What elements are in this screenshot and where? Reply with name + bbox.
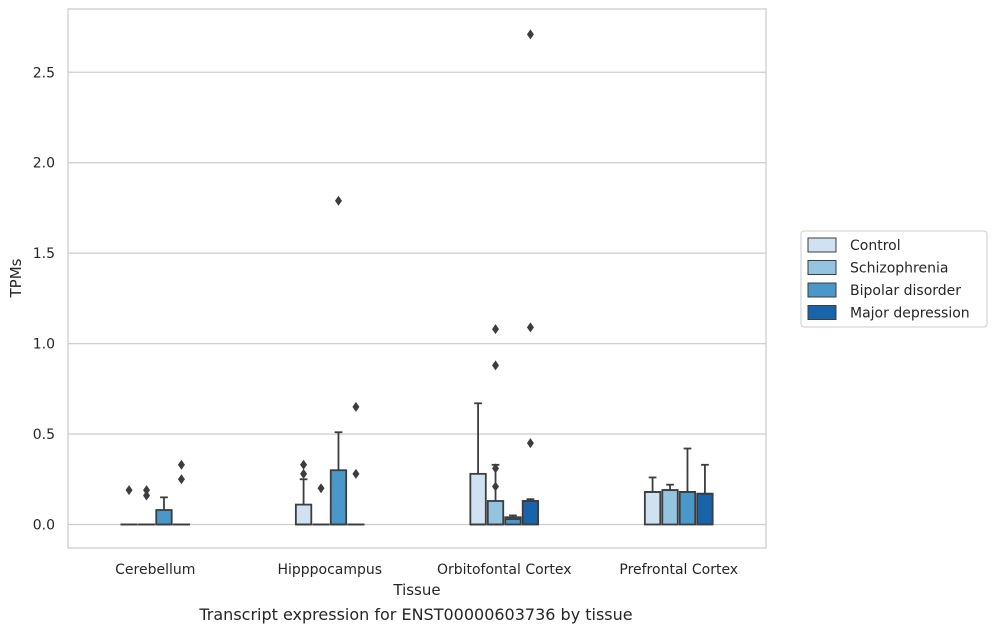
figure-caption: Transcript expression for ENST0000060373…: [199, 605, 633, 624]
legend-label: Bipolar disorder: [850, 283, 961, 299]
box-schizophrenia: [137, 485, 156, 526]
box-body: [521, 500, 540, 526]
outlier-point: [352, 401, 360, 412]
box-bipolar-disorder: [155, 496, 173, 526]
y-tick-label: 0.5: [33, 427, 55, 443]
box-body: [696, 492, 714, 526]
legend-frame: [800, 230, 988, 328]
x-tick-label: Cerebellum: [115, 562, 195, 578]
legend-swatch: [807, 282, 837, 298]
x-tick-label: Hipppocampus: [277, 562, 382, 578]
box-body: [329, 469, 348, 526]
box-major-depression: [347, 401, 365, 526]
box-major-depression: [172, 459, 191, 526]
box-control: [294, 459, 313, 526]
outlier-point: [177, 474, 185, 485]
plot-frame: [67, 8, 767, 549]
legend-label: Schizophrenia: [850, 261, 948, 277]
outlier-point: [317, 483, 325, 494]
box-control: [643, 476, 662, 526]
outlier-point: [492, 481, 500, 492]
outlier-point: [526, 322, 534, 333]
legend: Control Schizophrenia Bipolar disorder Majo…: [800, 230, 988, 328]
y-tick-label: 1.5: [33, 246, 55, 262]
outlier-point: [177, 459, 185, 470]
box-control: [120, 485, 138, 526]
box-body: [294, 503, 313, 526]
outlier-point: [125, 485, 133, 496]
box-schizophrenia: [312, 483, 330, 526]
box-bipolar-disorder: [678, 447, 697, 526]
box-body: [678, 491, 697, 526]
y-axis-title: TPMs: [7, 258, 25, 298]
box-body: [643, 491, 662, 526]
outlier-point: [334, 195, 342, 206]
y-tick-label: 2.0: [33, 156, 55, 172]
legend-swatch: [807, 237, 837, 253]
box-schizophrenia: [661, 483, 679, 526]
box-major-depression: [696, 463, 714, 526]
box-body: [155, 509, 173, 526]
outlier-point: [143, 490, 151, 501]
outlier-point: [492, 463, 500, 474]
x-axis-title: Tissue: [392, 581, 440, 599]
outlier-point: [492, 360, 500, 371]
x-tick-label: Prefrontal Cortex: [619, 562, 738, 578]
y-tick-labels: 0.0 0.5 1.0 1.5 2.0 2.5: [33, 65, 55, 533]
outlier-point: [352, 468, 360, 479]
box-bipolar-disorder: [329, 195, 348, 526]
legend-label: Control: [850, 238, 901, 254]
box-bipolar-disorder: [504, 514, 522, 526]
x-tick-label: Orbitofontal Cortex: [437, 562, 572, 578]
x-tick-labels: Cerebellum Hipppocampus Orbitofontal Corte…: [115, 562, 738, 578]
box-major-depression: [521, 29, 540, 526]
y-tick-label: 2.5: [33, 65, 55, 81]
box-plot-chart: 0.0 0.5 1.0 1.5 2.0 2.5 Cerebellum Hipppocampu…: [7, 8, 988, 599]
y-tick-label: 0.0: [33, 517, 55, 533]
grid-lines: [68, 71, 766, 526]
legend-label: Major depression: [850, 306, 970, 322]
box-body: [661, 489, 679, 526]
outlier-point: [526, 29, 534, 40]
outlier-point: [300, 468, 308, 479]
legend-swatch: [807, 260, 837, 275]
box-body: [469, 472, 487, 526]
outlier-point: [143, 485, 151, 496]
box-body: [504, 516, 522, 526]
outlier-point: [300, 459, 308, 470]
boxes: [120, 29, 714, 526]
outlier-point: [526, 438, 534, 449]
box-control: [469, 402, 487, 526]
y-tick-label: 1.0: [33, 337, 55, 353]
box-schizophrenia: [486, 324, 505, 526]
box-body: [486, 500, 505, 526]
outlier-point: [492, 324, 500, 335]
legend-swatch: [807, 305, 837, 320]
